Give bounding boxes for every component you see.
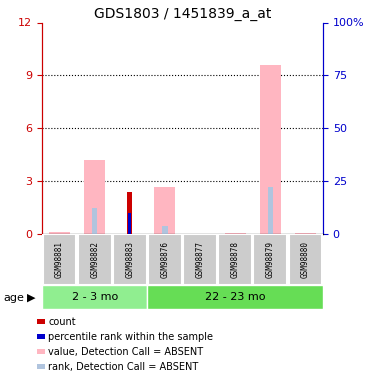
Bar [78, 234, 112, 285]
Bar [84, 160, 105, 234]
Text: GSM98876: GSM98876 [161, 241, 169, 278]
Bar [162, 226, 168, 234]
Bar [218, 234, 252, 285]
Text: value, Detection Call = ABSENT: value, Detection Call = ABSENT [48, 347, 203, 357]
Text: GSM98879: GSM98879 [266, 241, 275, 278]
Title: GDS1803 / 1451839_a_at: GDS1803 / 1451839_a_at [94, 8, 271, 21]
Text: GSM98882: GSM98882 [90, 241, 99, 278]
Text: 2 - 3 mo: 2 - 3 mo [72, 292, 118, 302]
Text: percentile rank within the sample: percentile rank within the sample [48, 332, 213, 342]
Bar [147, 285, 323, 309]
Bar [43, 234, 76, 285]
Text: rank, Detection Call = ABSENT: rank, Detection Call = ABSENT [48, 362, 199, 372]
Bar [260, 65, 281, 234]
Text: count: count [48, 317, 76, 327]
Bar [42, 285, 147, 309]
Text: GSM98881: GSM98881 [55, 241, 64, 278]
Bar [113, 234, 147, 285]
Text: 22 - 23 mo: 22 - 23 mo [205, 292, 265, 302]
Bar [148, 234, 182, 285]
Text: age: age [4, 293, 24, 303]
Text: GSM98880: GSM98880 [301, 241, 310, 278]
Bar [128, 213, 131, 234]
Text: ▶: ▶ [27, 293, 36, 303]
Text: GSM98883: GSM98883 [125, 241, 134, 278]
Bar [253, 234, 287, 285]
Bar [154, 187, 176, 234]
Bar [92, 208, 97, 234]
Bar [289, 234, 322, 285]
Text: GSM98878: GSM98878 [231, 241, 240, 278]
Bar [268, 187, 273, 234]
Bar [127, 192, 132, 234]
Bar [49, 232, 70, 234]
Text: GSM98877: GSM98877 [196, 241, 204, 278]
Bar [183, 234, 217, 285]
